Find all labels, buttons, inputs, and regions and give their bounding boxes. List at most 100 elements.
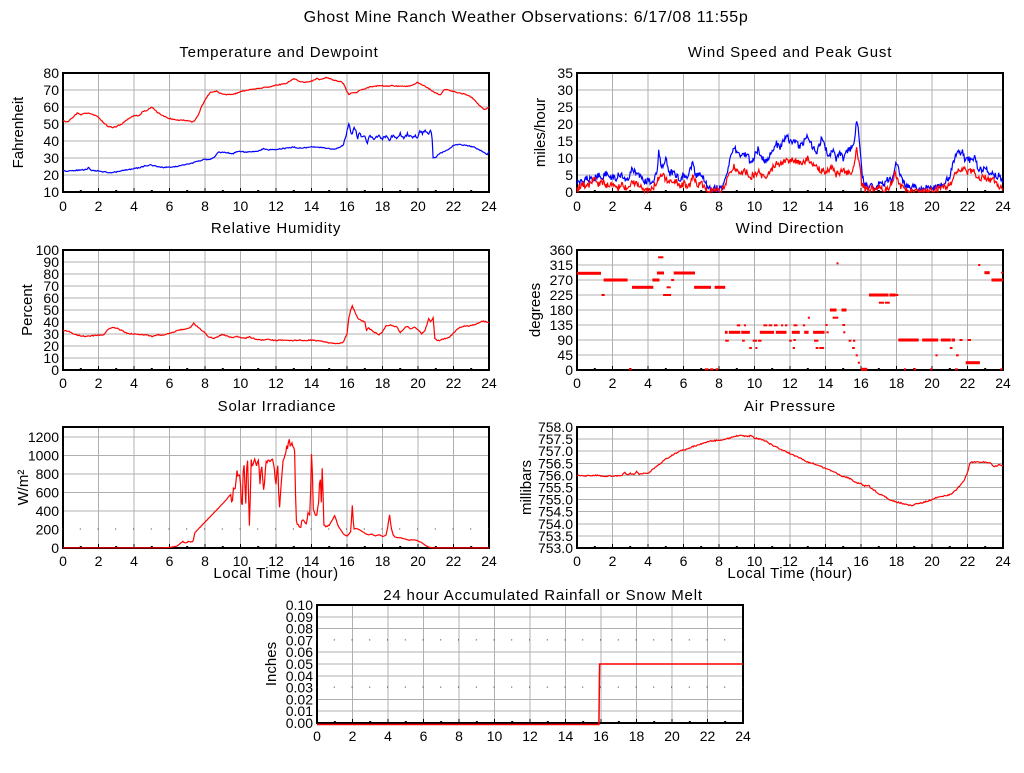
svg-text:10: 10 bbox=[747, 198, 763, 214]
svg-text:2: 2 bbox=[95, 375, 103, 391]
svg-text:4: 4 bbox=[644, 375, 652, 391]
svg-text:0.00: 0.00 bbox=[286, 715, 313, 731]
svg-text:20: 20 bbox=[557, 116, 573, 132]
svg-text:20: 20 bbox=[410, 553, 426, 569]
svg-text:16: 16 bbox=[853, 375, 869, 391]
svg-text:20: 20 bbox=[924, 553, 940, 569]
svg-text:10: 10 bbox=[747, 553, 763, 569]
svg-text:24: 24 bbox=[481, 553, 497, 569]
svg-text:90: 90 bbox=[557, 332, 573, 348]
svg-text:6: 6 bbox=[680, 198, 688, 214]
svg-text:24 hour Accumulated Rainfall o: 24 hour Accumulated Rainfall or Snow Mel… bbox=[383, 587, 703, 604]
svg-text:18: 18 bbox=[375, 375, 391, 391]
svg-text:22: 22 bbox=[446, 375, 462, 391]
svg-text:10: 10 bbox=[233, 553, 249, 569]
svg-text:14: 14 bbox=[304, 553, 320, 569]
svg-text:10: 10 bbox=[747, 375, 763, 391]
svg-text:6: 6 bbox=[166, 198, 174, 214]
svg-text:10: 10 bbox=[233, 375, 249, 391]
svg-text:20: 20 bbox=[43, 167, 59, 183]
svg-text:400: 400 bbox=[36, 503, 60, 519]
svg-text:12: 12 bbox=[268, 375, 284, 391]
svg-text:12: 12 bbox=[268, 553, 284, 569]
svg-text:16: 16 bbox=[339, 198, 355, 214]
svg-text:18: 18 bbox=[375, 553, 391, 569]
svg-text:6: 6 bbox=[420, 728, 428, 744]
svg-text:20: 20 bbox=[664, 728, 680, 744]
svg-text:4: 4 bbox=[644, 553, 652, 569]
svg-text:12: 12 bbox=[782, 375, 798, 391]
svg-text:18: 18 bbox=[629, 728, 645, 744]
svg-text:25: 25 bbox=[557, 99, 573, 115]
svg-text:14: 14 bbox=[818, 198, 834, 214]
svg-text:0: 0 bbox=[59, 375, 67, 391]
svg-text:6: 6 bbox=[166, 553, 174, 569]
svg-text:24: 24 bbox=[735, 728, 751, 744]
svg-text:0: 0 bbox=[59, 553, 67, 569]
svg-text:60: 60 bbox=[43, 290, 59, 306]
svg-text:45: 45 bbox=[557, 347, 573, 363]
svg-text:degrees: degrees bbox=[527, 283, 544, 337]
svg-text:200: 200 bbox=[36, 522, 60, 538]
svg-text:0: 0 bbox=[573, 553, 581, 569]
svg-text:135: 135 bbox=[550, 317, 574, 333]
svg-text:8: 8 bbox=[455, 728, 463, 744]
svg-text:755.5: 755.5 bbox=[538, 480, 573, 496]
svg-text:Air Pressure: Air Pressure bbox=[744, 398, 836, 415]
svg-text:2: 2 bbox=[95, 553, 103, 569]
svg-text:0: 0 bbox=[51, 362, 59, 378]
svg-text:30: 30 bbox=[43, 150, 59, 166]
svg-text:0: 0 bbox=[565, 362, 573, 378]
svg-text:270: 270 bbox=[550, 272, 574, 288]
svg-text:1200: 1200 bbox=[28, 429, 59, 445]
svg-text:16: 16 bbox=[853, 553, 869, 569]
svg-text:2: 2 bbox=[349, 728, 357, 744]
svg-text:8: 8 bbox=[715, 553, 723, 569]
svg-text:22: 22 bbox=[700, 728, 716, 744]
svg-text:Wind Speed and Peak Gust: Wind Speed and Peak Gust bbox=[688, 44, 892, 61]
svg-text:1000: 1000 bbox=[28, 448, 59, 464]
svg-text:8: 8 bbox=[715, 198, 723, 214]
svg-text:758.0: 758.0 bbox=[538, 419, 573, 435]
svg-text:80: 80 bbox=[43, 266, 59, 282]
svg-text:Local Time (hour): Local Time (hour) bbox=[213, 565, 338, 582]
svg-text:30: 30 bbox=[557, 82, 573, 98]
svg-text:0: 0 bbox=[51, 540, 59, 556]
svg-text:22: 22 bbox=[960, 198, 976, 214]
svg-text:14: 14 bbox=[818, 375, 834, 391]
svg-text:4: 4 bbox=[644, 198, 652, 214]
svg-text:2: 2 bbox=[609, 375, 617, 391]
svg-text:757.0: 757.0 bbox=[538, 443, 573, 459]
svg-text:2: 2 bbox=[609, 553, 617, 569]
svg-text:80: 80 bbox=[43, 65, 59, 81]
svg-text:0: 0 bbox=[573, 375, 581, 391]
svg-text:16: 16 bbox=[853, 198, 869, 214]
svg-text:756.0: 756.0 bbox=[538, 467, 573, 483]
svg-text:180: 180 bbox=[550, 302, 574, 318]
svg-text:8: 8 bbox=[201, 553, 209, 569]
svg-text:Local Time (hour): Local Time (hour) bbox=[727, 565, 852, 582]
svg-text:24: 24 bbox=[481, 375, 497, 391]
svg-text:10: 10 bbox=[487, 728, 503, 744]
svg-text:315: 315 bbox=[550, 257, 574, 273]
svg-text:0.08: 0.08 bbox=[286, 621, 313, 637]
svg-text:14: 14 bbox=[558, 728, 574, 744]
svg-text:22: 22 bbox=[960, 553, 976, 569]
svg-text:20: 20 bbox=[924, 198, 940, 214]
svg-text:50: 50 bbox=[43, 116, 59, 132]
svg-text:100: 100 bbox=[36, 242, 60, 258]
svg-text:22: 22 bbox=[446, 198, 462, 214]
svg-text:24: 24 bbox=[995, 198, 1011, 214]
svg-text:24: 24 bbox=[995, 375, 1011, 391]
svg-text:753.0: 753.0 bbox=[538, 540, 573, 556]
svg-text:90: 90 bbox=[43, 254, 59, 270]
svg-text:Fahrenheit: Fahrenheit bbox=[10, 96, 27, 169]
svg-text:6: 6 bbox=[680, 553, 688, 569]
svg-text:0.02: 0.02 bbox=[286, 691, 313, 707]
svg-text:12: 12 bbox=[782, 553, 798, 569]
svg-text:12: 12 bbox=[522, 728, 538, 744]
svg-text:24: 24 bbox=[481, 198, 497, 214]
svg-text:22: 22 bbox=[446, 553, 462, 569]
svg-text:2: 2 bbox=[95, 198, 103, 214]
svg-text:miles/hour: miles/hour bbox=[532, 98, 549, 167]
